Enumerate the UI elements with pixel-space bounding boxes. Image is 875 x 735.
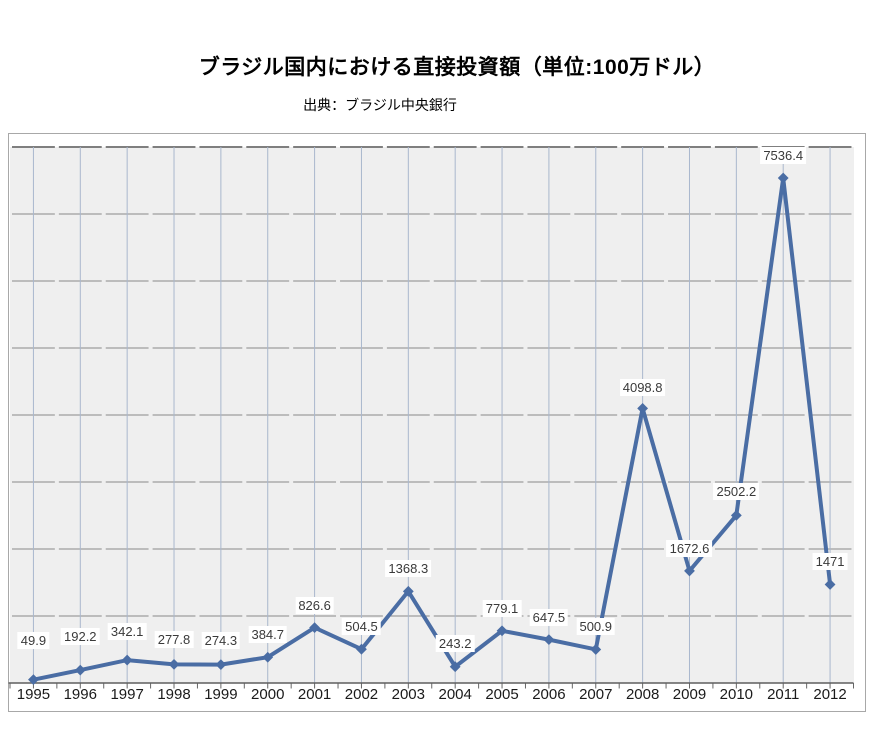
chart-source: 出典：ブラジル中央銀行: [303, 97, 457, 113]
plot-area: [10, 147, 854, 683]
chart-title: ブラジル国内における直接投資額（単位:100万ドル）: [198, 56, 716, 79]
